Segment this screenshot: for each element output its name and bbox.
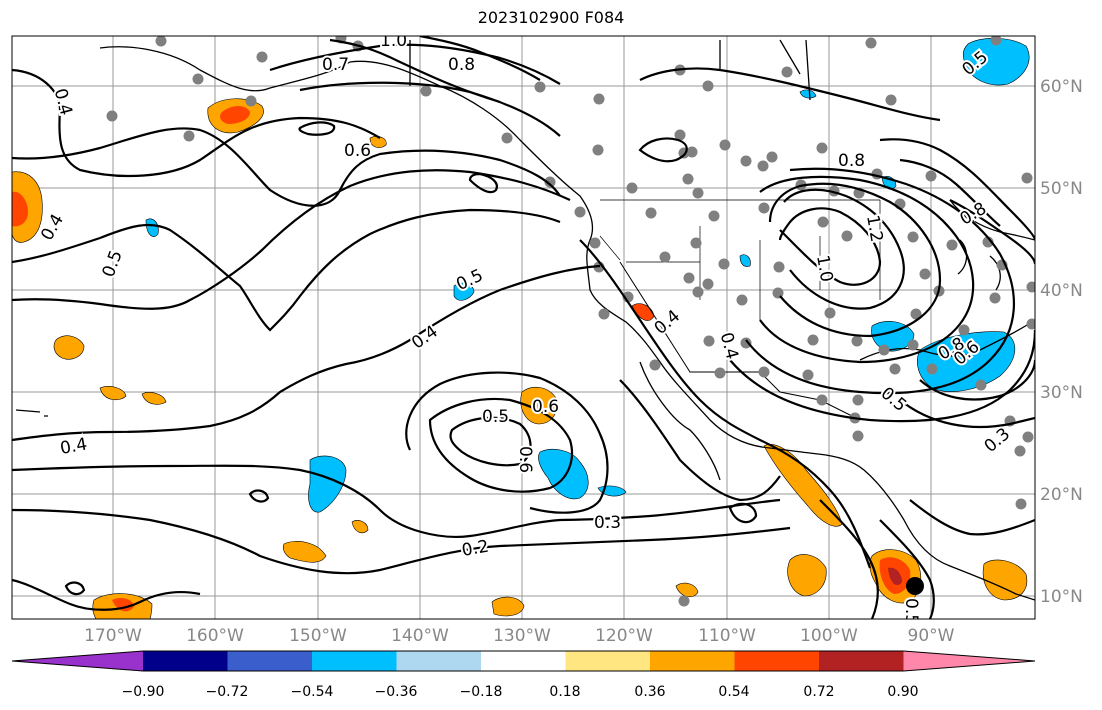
- colorbar-ticks: −0.90 −0.72 −0.54 −0.36 −0.18 0.18 0.36 …: [122, 684, 919, 700]
- lon-label: 130°W: [493, 626, 551, 646]
- contour-label: 0.6: [344, 141, 371, 161]
- longitude-labels: 170°W 160°W 150°W 140°W 130°W 120°W 110°…: [84, 626, 955, 646]
- colorbar-tick-label: 0.72: [803, 684, 834, 700]
- special-station-marker: [906, 577, 924, 595]
- colorbar-tick-label: −0.90: [122, 684, 165, 700]
- colorbar-segment: [396, 651, 481, 671]
- colorbar-segment: [143, 651, 228, 671]
- contour-label: 0.5: [482, 407, 509, 427]
- contour-label: 0.6: [532, 397, 559, 417]
- colorbar-segment: [650, 651, 735, 671]
- lat-label: 50°N: [1040, 179, 1083, 199]
- lon-label: 150°W: [289, 626, 347, 646]
- map-title: 2023102900 F084: [477, 8, 625, 27]
- station-markers: [106, 36, 1035, 607]
- contour-label: 0.3: [594, 513, 621, 533]
- lon-label: 90°W: [908, 626, 955, 646]
- lat-label: 60°N: [1040, 77, 1083, 97]
- colorbar-tick-label: 0.36: [634, 684, 665, 700]
- colorbar-tick-label: −0.36: [375, 684, 418, 700]
- lon-label: 160°W: [186, 626, 244, 646]
- map-frame: [11, 35, 1036, 620]
- latitude-labels: 60°N 50°N 40°N 30°N 20°N 10°N: [1040, 77, 1083, 607]
- colorbar-tick-label: −0.72: [206, 684, 249, 700]
- colorbar-outline: [11, 650, 1036, 672]
- lat-label: 40°N: [1040, 281, 1083, 301]
- colorbar-segment: [819, 651, 904, 671]
- colorbar: −0.90 −0.72 −0.54 −0.36 −0.18 0.18 0.36 …: [11, 650, 1036, 700]
- lat-label: 30°N: [1040, 383, 1083, 403]
- lon-label: 170°W: [84, 626, 142, 646]
- lon-label: 140°W: [391, 626, 449, 646]
- contour-label: 0.5: [901, 598, 921, 625]
- colorbar-tick-label: −0.18: [460, 684, 503, 700]
- contour-label: 1.0: [380, 31, 407, 51]
- shaded-fields: [12, 37, 1030, 619]
- lon-label: 120°W: [595, 626, 653, 646]
- colorbar-extend-max: [903, 651, 1035, 671]
- lat-label: 10°N: [1040, 587, 1083, 607]
- contour-label: 0.8: [838, 151, 865, 171]
- colorbar-segment: [565, 651, 650, 671]
- contour-label: 0.6: [515, 446, 535, 473]
- colorbar-segment: [227, 651, 312, 671]
- colorbar-segment: [481, 651, 566, 671]
- contour-label: 0.8: [448, 55, 475, 75]
- contour-label: 0.7: [322, 55, 349, 75]
- colorbar-segment: [312, 651, 397, 671]
- lon-label: 110°W: [698, 626, 756, 646]
- colorbar-tick-label: 0.54: [718, 684, 749, 700]
- colorbar-segment: [734, 651, 819, 671]
- map-area: 1.0 0.7 0.8 0.4 0.6 0.8 0.4 0.5 0.5 0.4 …: [12, 31, 1035, 625]
- contour-label: 0.2: [460, 537, 490, 561]
- colorbar-tick-label: 0.90: [887, 684, 918, 700]
- lat-label: 20°N: [1040, 485, 1083, 505]
- colorbar-extend-min: [12, 651, 143, 671]
- colorbar-tick-label: −0.54: [291, 684, 334, 700]
- contour-label: 0.4: [59, 435, 89, 459]
- lon-label: 100°W: [800, 626, 858, 646]
- colorbar-tick-label: 0.18: [549, 684, 580, 700]
- contour-lines: [12, 36, 1035, 619]
